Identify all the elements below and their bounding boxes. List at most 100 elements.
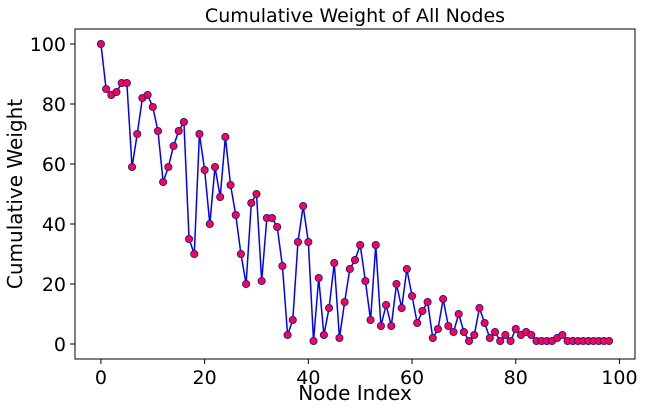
y-axis-title: Cumulative Weight: [3, 99, 27, 289]
data-point: [143, 90, 152, 100]
data-point: [319, 330, 328, 340]
data-point: [413, 318, 422, 328]
data-point: [159, 177, 168, 187]
data-point: [153, 126, 163, 136]
data-point: [330, 258, 339, 268]
data-point: [558, 330, 567, 340]
data-point: [169, 141, 178, 151]
y-tick-label: 0: [54, 334, 66, 356]
data-point: [122, 78, 131, 88]
data-point: [179, 117, 188, 127]
x-axis-title: Node Index: [298, 381, 412, 405]
x-tick-label: 100: [601, 367, 637, 389]
data-point: [164, 162, 173, 172]
data-point: [273, 222, 282, 232]
data-point: [449, 327, 458, 337]
data-point: [127, 162, 137, 172]
data-point: [185, 234, 194, 244]
data-point: [304, 237, 313, 247]
data-point: [350, 255, 360, 265]
data-point: [402, 264, 411, 274]
data-point: [527, 330, 536, 340]
data-point: [293, 237, 303, 247]
data-point: [366, 315, 375, 325]
data-point: [392, 279, 401, 289]
data-point: [174, 126, 183, 136]
data-point: [148, 102, 157, 112]
data-point: [444, 321, 453, 331]
data-point: [288, 315, 297, 325]
data-point: [257, 276, 266, 286]
x-tick-label: 20: [193, 367, 217, 389]
data-point: [506, 336, 515, 346]
data-point: [231, 210, 240, 220]
y-axis-ticks: 0 20 40 60 80 100: [30, 34, 75, 356]
x-axis-ticks: 0 20 40 60 80 100: [95, 359, 638, 389]
data-point: [465, 336, 474, 346]
x-tick-label: 0: [95, 367, 107, 389]
data-point: [496, 336, 505, 346]
data-point: [485, 333, 494, 343]
data-point: [475, 303, 484, 313]
data-point: [371, 240, 380, 250]
data-point: [428, 333, 437, 343]
data-point: [397, 303, 406, 313]
data-point: [480, 318, 489, 328]
data-point: [382, 300, 391, 310]
data-point: [195, 129, 204, 139]
data-point: [345, 264, 354, 274]
data-point: [387, 321, 396, 331]
data-point: [278, 261, 287, 271]
data-point: [112, 87, 121, 97]
y-tick-label: 80: [42, 94, 66, 116]
data-point: [283, 330, 292, 340]
data-point: [205, 219, 214, 229]
data-point: [501, 330, 510, 340]
x-tick-label: 60: [400, 367, 424, 389]
plot-frame: [74, 28, 636, 360]
y-tick-label: 40: [42, 214, 66, 236]
x-tick-label: 40: [296, 367, 320, 389]
data-point: [335, 333, 344, 343]
data-point: [242, 279, 251, 289]
data-point: [418, 306, 427, 316]
data-point: [252, 189, 261, 199]
data-point: [454, 309, 463, 319]
x-tick-label: 80: [504, 367, 528, 389]
series-line: [100, 43, 610, 343]
data-point: [340, 297, 349, 307]
chart-title: Cumulative Weight of All Nodes: [205, 5, 505, 27]
data-point: [459, 327, 468, 337]
data-point: [133, 129, 142, 139]
data-point: [490, 327, 500, 337]
data-point: [407, 291, 417, 301]
data-point: [210, 162, 220, 172]
data-point: [376, 321, 385, 331]
data-point: [470, 330, 479, 340]
data-point: [356, 240, 365, 250]
data-point: [439, 294, 448, 304]
data-point: [226, 180, 235, 190]
y-tick-label: 60: [42, 154, 66, 176]
y-tick-label: 20: [42, 274, 66, 296]
data-point: [299, 201, 308, 211]
data-point: [200, 165, 209, 175]
data-point: [221, 132, 230, 142]
y-tick-label: 100: [30, 34, 66, 56]
data-point: [216, 192, 225, 202]
data-point: [96, 39, 105, 49]
data-point: [511, 324, 520, 334]
data-point: [325, 303, 334, 313]
data-point: [236, 249, 245, 259]
data-point: [247, 198, 256, 208]
series-markers: [96, 39, 614, 346]
data-point: [102, 84, 111, 94]
data-point: [361, 276, 370, 286]
data-point: [190, 249, 199, 259]
data-point: [433, 324, 443, 334]
data-point: [605, 336, 614, 346]
data-point: [314, 273, 323, 283]
data-point: [423, 297, 432, 307]
data-point: [267, 213, 277, 223]
